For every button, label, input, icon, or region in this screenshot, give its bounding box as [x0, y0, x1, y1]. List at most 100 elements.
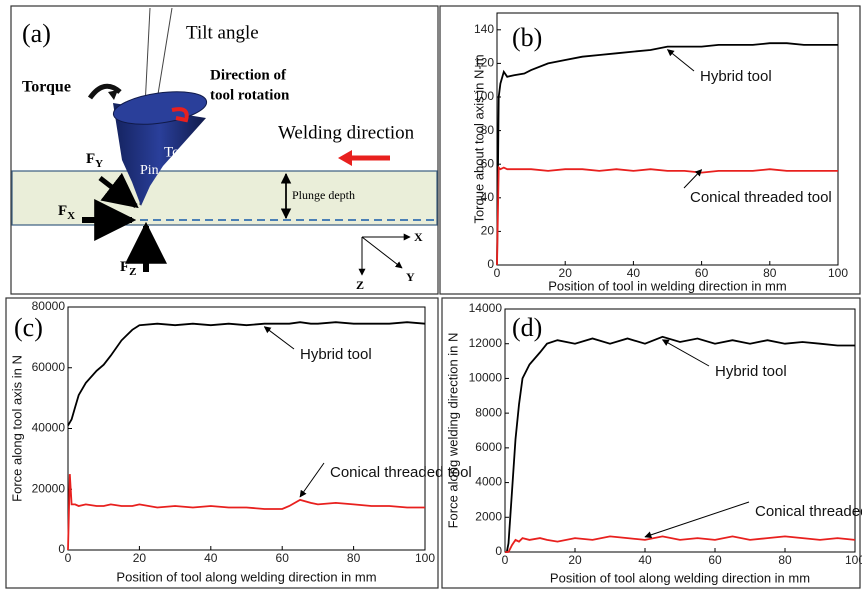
rotation-label: tool rotation [210, 87, 290, 103]
x-axis-label: Position of tool along welding direction… [116, 569, 376, 584]
force-sub: Y [95, 158, 103, 170]
workpiece [11, 170, 438, 226]
x-tick-label: 0 [494, 266, 501, 280]
y-axis-label: Torque about tool axis in N-m [471, 54, 486, 223]
y-tick-label: 0 [58, 542, 65, 556]
panel-frame [5, 297, 439, 589]
plot-frame [504, 308, 856, 553]
data-line [505, 535, 856, 553]
x-tick-label: 40 [627, 266, 641, 280]
data-line [496, 42, 838, 266]
rotation-arrow [171, 107, 189, 123]
x-tick-label: 80 [763, 266, 777, 280]
x-axis-label: Position of tool in welding direction in… [548, 278, 786, 293]
force-label: FY [86, 151, 103, 169]
x-tick-label: 0 [65, 551, 72, 565]
force-label: FZ [120, 259, 137, 277]
y-axis-label: Force along welding direction in N [445, 333, 460, 529]
x-tick-label: 60 [708, 553, 722, 567]
tilt-label: Tilt angle [186, 22, 259, 43]
panel-label: (c) [14, 313, 43, 342]
welding-label: Welding direction [278, 122, 415, 143]
y-tick-label: 4000 [475, 475, 502, 489]
torque-arrow [87, 83, 122, 100]
x-tick-label: 60 [276, 551, 290, 565]
y-tick-label: 10000 [469, 371, 503, 385]
x-tick-label: 60 [695, 266, 709, 280]
x-tick-label: 20 [568, 553, 582, 567]
series-label: Conical threaded tool [755, 503, 862, 520]
y-tick-label: 60000 [32, 360, 66, 374]
panel-frame [441, 297, 861, 589]
y-tick-label: 8000 [475, 405, 502, 419]
x-tick-label: 80 [347, 551, 361, 565]
tool-label: Tool [164, 144, 191, 160]
torque-label: Torque [22, 79, 71, 96]
x-axis-label: Position of tool along welding direction… [550, 570, 810, 585]
axis-label: Z [356, 278, 364, 292]
plot-frame [67, 306, 426, 551]
y-tick-label: 100 [474, 89, 494, 103]
x-tick-label: 20 [133, 551, 147, 565]
y-tick-label: 0 [495, 544, 502, 558]
panel-label: (a) [22, 19, 51, 48]
force-sub: Z [129, 266, 136, 278]
y-tick-label: 12000 [469, 336, 503, 350]
x-tick-label: 100 [845, 553, 862, 567]
tool-top [112, 91, 208, 125]
weld-arrowhead [338, 150, 352, 166]
y-tick-label: 0 [487, 257, 494, 271]
annotation-arrow [263, 326, 295, 350]
x-tick-label: 40 [638, 553, 652, 567]
force-base: F [86, 151, 95, 167]
series-label: Hybrid tool [700, 68, 772, 85]
rotation-label: Direction of [210, 67, 287, 83]
plot-frame [496, 12, 839, 266]
force-base: F [120, 259, 129, 275]
x-tick-label: 0 [502, 553, 509, 567]
annotation-arrow [644, 501, 750, 539]
annotation-arrow [683, 169, 703, 189]
y-tick-label: 40 [481, 190, 495, 204]
y-tick-label: 20 [481, 224, 495, 238]
axis-label: X [414, 230, 423, 244]
torque-arrowhead [108, 90, 118, 100]
data-line [496, 165, 838, 266]
data-line [67, 474, 425, 551]
data-line [505, 335, 855, 553]
panel-frame [10, 5, 439, 295]
diagram-panel: (a) Tilt angle Torque Direction of tool … [10, 5, 439, 295]
panel-label: (b) [512, 23, 542, 52]
y-tick-label: 2000 [475, 509, 502, 523]
axis-y [361, 236, 403, 269]
series-label: Conical threaded tool [690, 189, 832, 206]
force-sub: X [67, 210, 75, 222]
x-tick-label: 80 [778, 553, 792, 567]
y-tick-label: 140 [474, 22, 494, 36]
data-line [67, 321, 426, 426]
y-tick-label: 6000 [475, 440, 502, 454]
y-tick-label: 60 [481, 156, 495, 170]
x-tick-label: 100 [415, 551, 435, 565]
y-tick-label: 80 [481, 123, 495, 137]
x-tick-label: 40 [204, 551, 218, 565]
force-base: F [58, 203, 67, 219]
pin-label: Pin [140, 163, 159, 178]
panel-label: (d) [512, 313, 542, 342]
x-tick-label: 20 [559, 266, 573, 280]
y-tick-label: 40000 [32, 421, 66, 435]
panel-frame [439, 5, 861, 295]
annotation-arrow [299, 462, 325, 498]
y-axis-label: Force along tool axis in N [9, 355, 24, 502]
depth-label: Plunge depth [292, 188, 355, 202]
series-label: Hybrid tool [715, 363, 787, 380]
y-tick-label: 20000 [32, 481, 66, 495]
y-tick-label: 14000 [469, 301, 503, 315]
x-tick-label: 100 [828, 266, 848, 280]
y-tick-label: 120 [474, 56, 494, 70]
series-label: Hybrid tool [300, 346, 372, 363]
force-label: FX [58, 203, 75, 221]
annotation-arrow [666, 49, 695, 72]
series-label: Conical threaded tool [330, 464, 472, 481]
